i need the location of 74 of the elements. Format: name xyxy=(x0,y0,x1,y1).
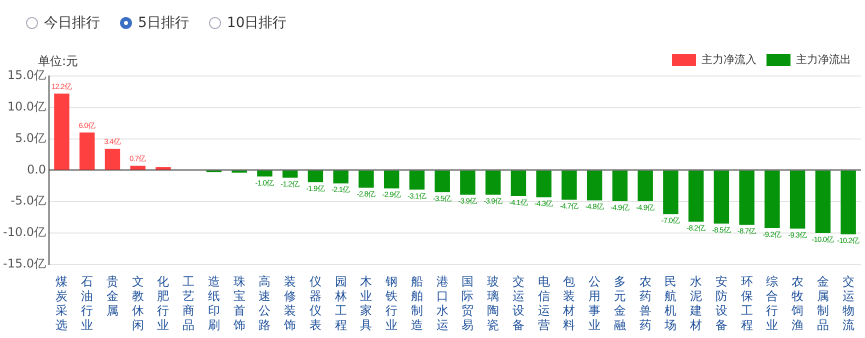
x-tick-label: 农牧饲渔 xyxy=(790,274,804,332)
x-tick-label: 园林工程 xyxy=(334,274,347,332)
x-tick-label: 港口水运 xyxy=(436,274,448,332)
y-axis-title: 单位:元 xyxy=(38,54,78,68)
bar xyxy=(510,170,526,196)
bar xyxy=(840,170,856,234)
y-tick-label: 10.0亿 xyxy=(7,100,46,114)
y-tick-label: 15.0亿 xyxy=(7,68,46,82)
x-tick-label: 高速公路 xyxy=(258,274,271,332)
x-tick-label: 造纸印刷 xyxy=(208,274,220,332)
x-tick-label: 文教休闲 xyxy=(132,274,144,332)
x-tick-label: 船舶制造 xyxy=(410,274,423,332)
bar xyxy=(79,132,95,170)
bar xyxy=(156,167,171,170)
x-tick-label: 金属制品 xyxy=(816,274,829,332)
text: 今日排行 xyxy=(44,14,100,32)
bar xyxy=(308,170,324,182)
bar xyxy=(638,170,653,201)
bar xyxy=(536,170,552,198)
bar xyxy=(790,170,806,229)
bar xyxy=(764,170,780,228)
x-tick-label: 玻璃陶瓷 xyxy=(487,274,500,332)
bar xyxy=(333,170,348,184)
bar xyxy=(815,170,831,233)
x-tick-label: 包装材料 xyxy=(562,274,576,332)
bar xyxy=(384,170,400,188)
x-tick-label: 仪器仪表 xyxy=(309,274,322,332)
x-tick-label: 贵金属 xyxy=(106,274,118,318)
x-tick-label: 电信运营 xyxy=(538,274,550,332)
x-tick-label: 煤炭采选 xyxy=(56,274,68,332)
bar xyxy=(739,170,754,225)
x-tick-label: 环保工程 xyxy=(740,274,753,332)
bar xyxy=(485,170,501,195)
x-tick-label: 工艺商品 xyxy=(182,274,195,332)
x-tick-label: 民航机场 xyxy=(664,274,677,332)
bar xyxy=(282,170,298,178)
x-tick-label: 水泥建材 xyxy=(689,274,702,332)
legend-label: 主力净流入 xyxy=(702,52,756,66)
bar xyxy=(358,170,374,188)
bar xyxy=(130,166,146,170)
x-tick-label: 综合行业 xyxy=(766,274,778,332)
x-tick-label: 多元金融 xyxy=(614,274,626,332)
bar xyxy=(586,170,602,200)
x-tick-label: 装修装饰 xyxy=(283,274,296,332)
x-tick-label: 公用事业 xyxy=(588,274,601,332)
x-tick-label: 安防设备 xyxy=(715,274,728,332)
bar xyxy=(688,170,704,222)
bar xyxy=(257,170,272,176)
x-tick-label: 交运设备 xyxy=(512,274,524,332)
bar xyxy=(562,170,577,200)
text: 5日排行 xyxy=(138,14,189,32)
y-tick-label: -10.0亿 xyxy=(2,225,46,240)
y-tick-label: -15.0亿 xyxy=(2,256,46,271)
bar xyxy=(612,170,628,201)
text: 10日排行 xyxy=(226,14,287,32)
y-tick-label: 0.0 xyxy=(26,162,46,176)
x-tick-label: 木业家具 xyxy=(360,274,372,332)
x-tick-label: 农药兽药 xyxy=(639,274,652,332)
legend-label: 主力净流出 xyxy=(796,52,851,66)
x-tick-label: 化肥行业 xyxy=(157,274,170,332)
bar xyxy=(409,170,425,190)
y-tick-label: 5.0亿 xyxy=(14,130,46,145)
bar xyxy=(104,148,120,170)
bar xyxy=(460,170,476,195)
x-tick-label: 钢铁行业 xyxy=(384,274,398,332)
bar xyxy=(54,94,70,170)
bar xyxy=(714,170,730,224)
x-tick-label: 石油行业 xyxy=(81,274,94,332)
x-tick-label: 国际贸易 xyxy=(462,274,474,332)
bar xyxy=(663,170,678,214)
y-tick-label: -5.0亿 xyxy=(10,194,46,208)
bar xyxy=(434,170,450,192)
x-tick-label: 交运物流 xyxy=(842,274,854,332)
x-tick-label: 珠宝首饰 xyxy=(232,274,246,332)
